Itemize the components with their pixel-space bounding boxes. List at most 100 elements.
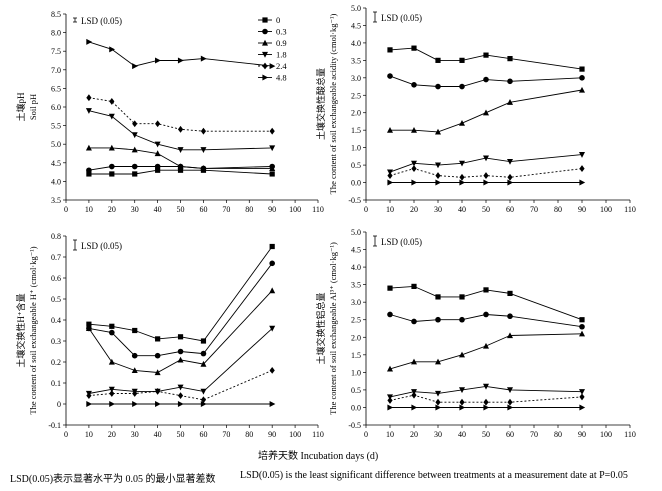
data-point-1.8 bbox=[459, 160, 465, 167]
y-axis-label-en: The content of soil exchangeable Al³⁺ (c… bbox=[328, 242, 338, 415]
x-tick-label: 0 bbox=[64, 205, 68, 214]
y-tick-label: 0.4 bbox=[51, 316, 61, 325]
data-point-4.8 bbox=[579, 404, 586, 411]
data-point-0.3 bbox=[507, 78, 513, 85]
data-point-1.8 bbox=[177, 384, 184, 391]
data-point-2.4 bbox=[132, 390, 138, 397]
data-point-2.4 bbox=[155, 388, 161, 395]
x-tick-label: 10 bbox=[386, 205, 394, 214]
y-tick-label: 0.5 bbox=[351, 161, 361, 170]
data-point-2.4 bbox=[155, 120, 161, 128]
data-point-0.9 bbox=[507, 99, 513, 105]
x-tick-label: 60 bbox=[199, 430, 207, 439]
y-tick-label: 3.5 bbox=[351, 281, 361, 290]
data-point-2.4 bbox=[411, 391, 417, 399]
panel-a: 0 10 20 30 40 50 60 70 80 90 100 110 3.5 4.0 4.5 5.0 5.5… bbox=[15, 10, 324, 214]
data-point-2.4 bbox=[177, 125, 184, 133]
data-point-0 bbox=[200, 338, 207, 344]
x-tick-label: 100 bbox=[600, 430, 612, 439]
data-point-0 bbox=[132, 171, 138, 177]
y-tick-label: 0.8 bbox=[51, 232, 61, 241]
data-point-4.8 bbox=[109, 46, 116, 53]
x-tick-label: 90 bbox=[578, 205, 586, 214]
y-tick-label: 4.0 bbox=[351, 39, 361, 48]
data-point-2.4 bbox=[269, 127, 275, 135]
y-tick-label: 6.0 bbox=[51, 103, 61, 112]
data-point-2.4 bbox=[483, 172, 489, 179]
data-point-2.4 bbox=[109, 98, 115, 105]
data-point-0 bbox=[459, 57, 465, 63]
legend-label: 1.8 bbox=[276, 50, 287, 60]
panel-c: 0 10 20 30 40 50 60 70 80 90 100 110-0.100.10.20.30… bbox=[15, 232, 324, 439]
data-point-4.8 bbox=[411, 404, 418, 411]
x-tick-label: 70 bbox=[222, 205, 230, 214]
data-point-4.8 bbox=[411, 179, 418, 186]
y-axis-label-cn: 土壤交换性酸总量 bbox=[315, 68, 326, 140]
data-point-0.9 bbox=[85, 325, 92, 331]
y-tick-label: 0.3 bbox=[51, 337, 61, 346]
x-tick-label: 20 bbox=[410, 430, 418, 439]
data-point-4.8 bbox=[200, 401, 207, 407]
data-point-2.4 bbox=[200, 396, 207, 404]
panel-d: 0 10 20 30 40 50 60 70 80 90 100 110 -0.5 0.0 0.5 1.0 1.… bbox=[315, 228, 636, 439]
data-point-4.8 bbox=[177, 57, 184, 64]
data-point-0.9 bbox=[177, 356, 184, 363]
x-tick-label: 30 bbox=[131, 430, 139, 439]
y-tick-label: 7.5 bbox=[51, 47, 61, 56]
y-tick-label: 5.0 bbox=[351, 4, 361, 13]
data-point-0 bbox=[579, 317, 585, 323]
legend-label: 4.8 bbox=[276, 73, 287, 83]
x-tick-label: 40 bbox=[154, 205, 162, 214]
data-point-4.8 bbox=[435, 404, 442, 411]
x-tick-label: 50 bbox=[177, 430, 185, 439]
y-tick-label: 0.0 bbox=[351, 403, 361, 412]
data-point-1.8 bbox=[507, 159, 513, 165]
data-point-0.9 bbox=[579, 330, 585, 337]
series-line-0.9 bbox=[389, 333, 583, 370]
x-tick-label: 90 bbox=[268, 430, 276, 439]
data-point-4.8 bbox=[459, 179, 466, 186]
data-point-0 bbox=[109, 323, 115, 329]
y-tick-label: 1.0 bbox=[351, 368, 361, 377]
data-point-4.8 bbox=[507, 404, 514, 411]
data-point-1.8 bbox=[269, 145, 276, 152]
data-point-4.8 bbox=[435, 179, 442, 186]
series-line-0.3 bbox=[88, 263, 273, 357]
data-point-2.4 bbox=[435, 398, 441, 406]
x-tick-label: 80 bbox=[245, 430, 253, 439]
data-point-0.3 bbox=[459, 83, 465, 90]
legend-label: 0.9 bbox=[276, 38, 287, 48]
y-tick-label: 1.0 bbox=[351, 144, 361, 153]
y-tick-label: 0.7 bbox=[51, 253, 61, 262]
lsd-label: LSD (0.05) bbox=[81, 16, 122, 26]
data-point-1.8 bbox=[507, 387, 513, 394]
y-tick-label: 4.0 bbox=[51, 177, 61, 186]
data-point-0.3 bbox=[507, 313, 513, 320]
legend: 0 0.30.9 1.82.4 4.8 bbox=[258, 15, 287, 83]
data-point-2.4 bbox=[177, 392, 184, 399]
data-point-0 bbox=[387, 47, 393, 53]
y-tick-label: 0 bbox=[57, 400, 61, 409]
y-tick-label: 0.2 bbox=[51, 358, 61, 367]
data-point-2.4 bbox=[411, 165, 417, 172]
data-point-0.9 bbox=[200, 165, 207, 171]
x-tick-label: 100 bbox=[289, 205, 301, 214]
y-tick-label: 5.0 bbox=[351, 228, 361, 237]
data-point-4.8 bbox=[200, 55, 207, 62]
data-point-0.9 bbox=[411, 358, 417, 365]
data-point-4.8 bbox=[132, 401, 138, 407]
x-tick-label: 10 bbox=[386, 430, 394, 439]
data-point-4.8 bbox=[387, 179, 394, 186]
data-point-0.3 bbox=[177, 348, 184, 355]
data-point-4.8 bbox=[86, 401, 93, 407]
y-axis-label-cn: 土壤交换性铝总量 bbox=[315, 292, 326, 364]
data-point-4.8 bbox=[155, 57, 161, 64]
data-point-0.9 bbox=[131, 367, 138, 373]
x-tick-label: 0 bbox=[64, 430, 68, 439]
data-point-4.8 bbox=[177, 401, 184, 407]
x-tick-label: 30 bbox=[434, 430, 442, 439]
data-point-0.3 bbox=[387, 311, 393, 318]
data-point-4.8 bbox=[579, 179, 586, 186]
data-point-2.4 bbox=[387, 172, 393, 179]
y-tick-label: 6.5 bbox=[51, 84, 61, 93]
